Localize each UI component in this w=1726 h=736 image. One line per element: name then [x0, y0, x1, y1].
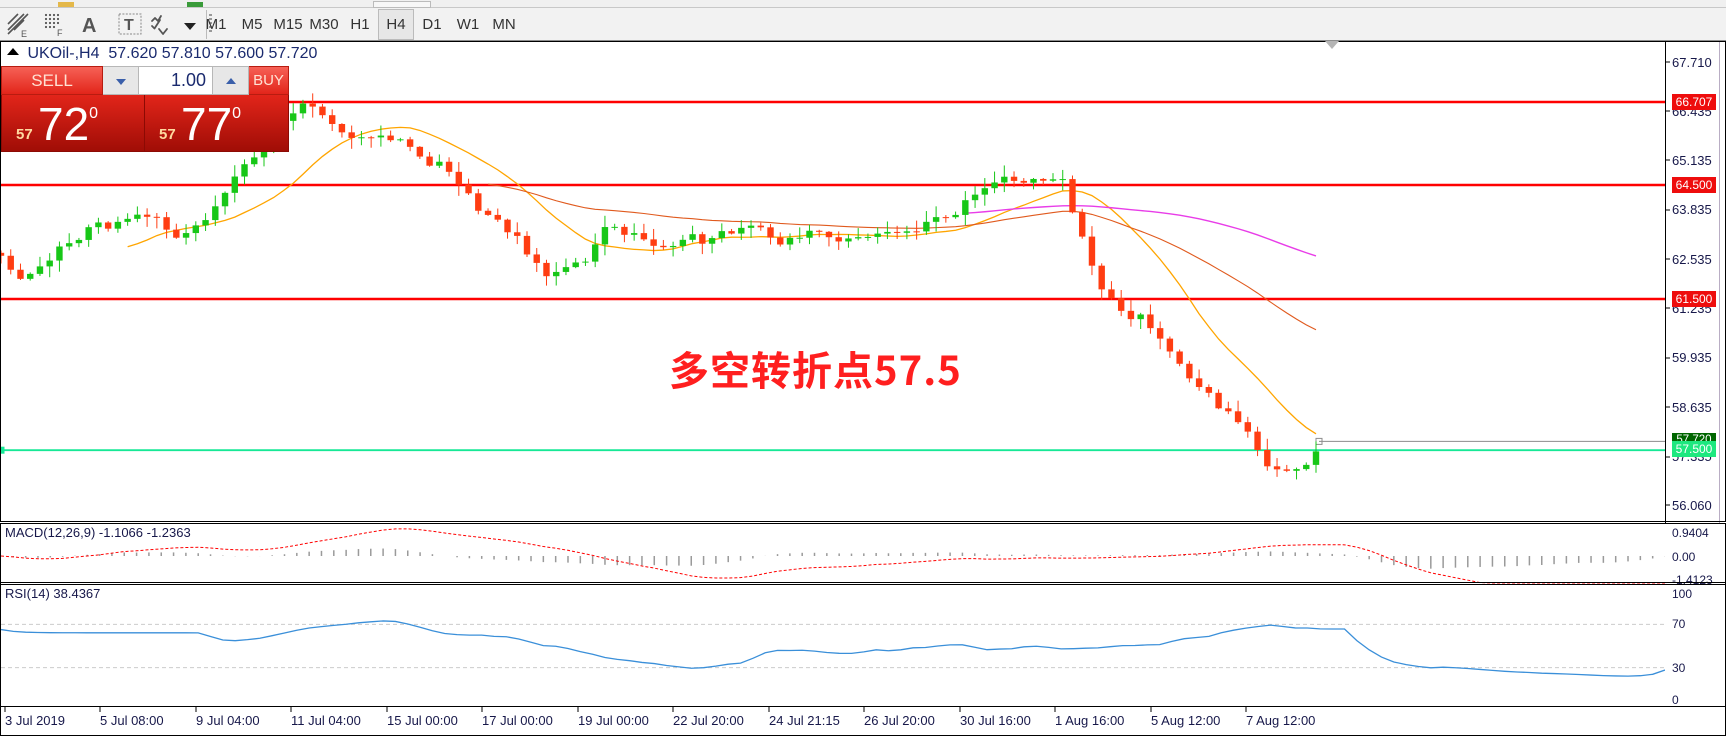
svg-text:T: T [124, 17, 134, 34]
svg-text:F: F [57, 28, 63, 37]
svg-text:E: E [21, 29, 27, 38]
